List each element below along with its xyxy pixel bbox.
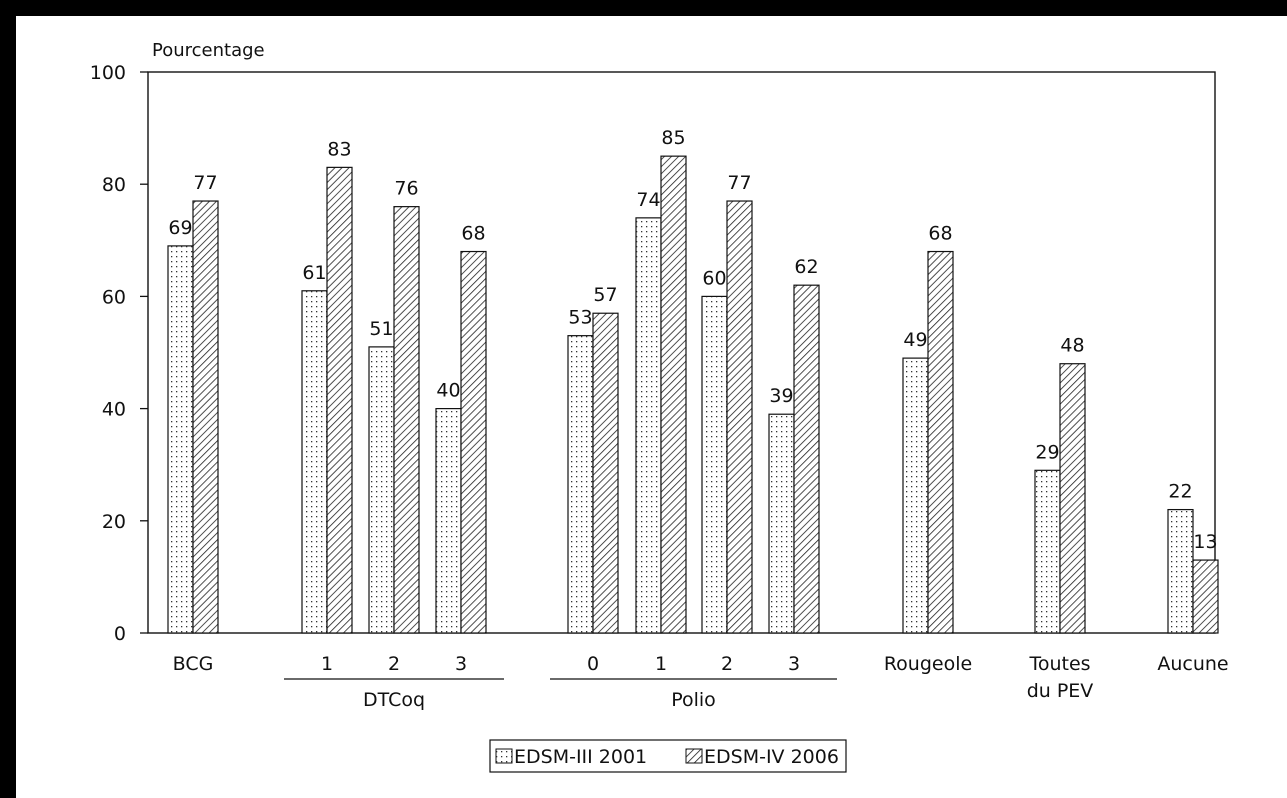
bar: [902, 357, 929, 634]
bar: [793, 284, 820, 634]
bar: [435, 408, 462, 634]
data-label: 51: [369, 318, 393, 340]
y-tick-label: 60: [102, 286, 126, 308]
data-label: 57: [593, 284, 617, 306]
bar: [635, 217, 662, 634]
data-label: 60: [702, 267, 726, 289]
data-label: 68: [461, 223, 485, 245]
y-axis-title: Pourcentage: [152, 40, 265, 61]
x-tick-label: Aucune: [1157, 653, 1228, 675]
legend-box: [489, 739, 847, 773]
bar: [726, 200, 753, 634]
bar: [192, 200, 219, 634]
bar: [460, 250, 487, 634]
bar: [167, 245, 194, 634]
legend-label: EDSM-III 2001: [514, 746, 647, 768]
data-label: 39: [769, 385, 793, 407]
data-label: 83: [327, 138, 351, 160]
data-label: 13: [1193, 531, 1217, 553]
data-label: 48: [1060, 335, 1084, 357]
data-label: 74: [636, 189, 660, 211]
bar: [393, 206, 420, 634]
x-tick-label: BCG: [173, 653, 214, 675]
x-tick-label: 0: [587, 653, 599, 675]
legend-swatch: [685, 748, 703, 764]
data-label: 69: [168, 217, 192, 239]
group-label: DTCoq: [363, 689, 425, 711]
data-label: 85: [661, 127, 685, 149]
bar: [1059, 363, 1086, 634]
x-tick-label: 1: [655, 653, 667, 675]
bar: [701, 295, 728, 634]
x-tick-label: 3: [788, 653, 800, 675]
data-label: 76: [394, 178, 418, 200]
plot-area: 0204060801006977618351764068535774856077…: [90, 62, 1229, 711]
x-tick-label: 2: [721, 653, 733, 675]
bar: [768, 413, 795, 634]
data-label: 62: [794, 256, 818, 278]
x-tick-label: Rougeole: [884, 653, 972, 675]
x-tick-label: 1: [321, 653, 333, 675]
bar: [326, 166, 353, 634]
x-tick-label: du PEV: [1027, 680, 1094, 702]
legend-swatch: [495, 748, 513, 764]
group-label: Polio: [671, 689, 716, 711]
data-label: 49: [903, 329, 927, 351]
x-tick-label: Toutes: [1028, 653, 1090, 675]
data-label: 77: [193, 172, 217, 194]
bar: [1034, 469, 1061, 634]
bar: [592, 312, 619, 634]
bar: [660, 155, 687, 634]
y-tick-label: 0: [114, 623, 126, 645]
data-label: 29: [1035, 441, 1059, 463]
y-tick-label: 20: [102, 511, 126, 533]
data-label: 77: [727, 172, 751, 194]
data-label: 22: [1168, 481, 1192, 503]
bar: [1192, 559, 1219, 634]
x-tick-label: 3: [455, 653, 467, 675]
y-tick-label: 40: [102, 399, 126, 421]
legend-label: EDSM-IV 2006: [704, 746, 839, 768]
bar: [567, 335, 594, 634]
y-tick-label: 80: [102, 174, 126, 196]
data-label: 40: [436, 380, 460, 402]
data-label: 53: [568, 307, 592, 329]
bar: [1167, 508, 1194, 634]
legend: EDSM-III 2001 EDSM-IV 2006: [489, 739, 847, 773]
y-tick-label: 100: [90, 62, 126, 84]
bar: [927, 250, 954, 634]
data-label: 68: [928, 223, 952, 245]
bar: [301, 290, 328, 634]
data-label: 61: [302, 262, 326, 284]
bar: [368, 346, 395, 634]
x-tick-label: 2: [388, 653, 400, 675]
